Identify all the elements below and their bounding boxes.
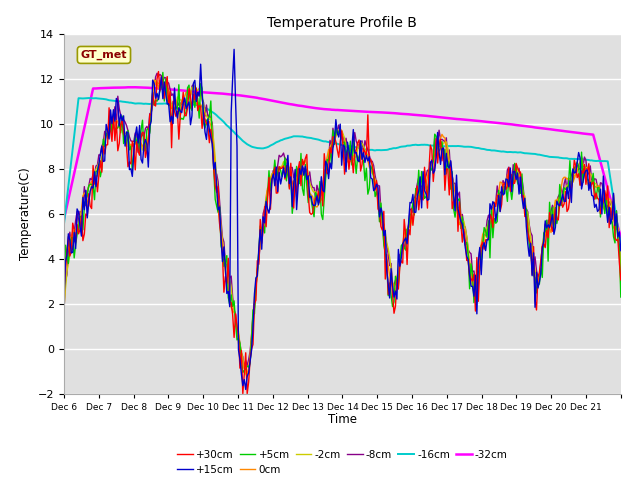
Y-axis label: Temperature(C): Temperature(C) (19, 167, 32, 260)
Title: Temperature Profile B: Temperature Profile B (268, 16, 417, 30)
Legend: +30cm, +15cm, +5cm, 0cm, -2cm, -8cm, -16cm, -32cm: +30cm, +15cm, +5cm, 0cm, -2cm, -8cm, -16… (173, 445, 512, 479)
X-axis label: Time: Time (328, 413, 357, 426)
Text: GT_met: GT_met (81, 50, 127, 60)
